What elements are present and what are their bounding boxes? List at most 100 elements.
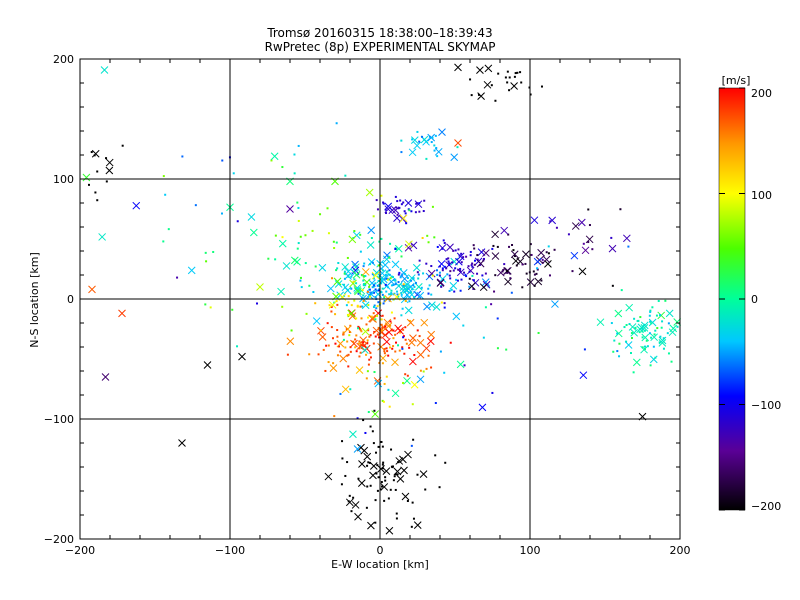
- data-point-dot: [401, 347, 404, 350]
- data-point-dot: [583, 348, 586, 351]
- data-point-cross: [365, 188, 374, 197]
- data-point-dot: [506, 81, 509, 84]
- data-point-dot: [359, 328, 362, 331]
- data-point-dot: [332, 362, 335, 365]
- data-point-dot: [524, 262, 527, 265]
- data-point-dot: [336, 354, 339, 357]
- data-point-dot: [410, 444, 413, 447]
- data-point-dot: [297, 242, 300, 245]
- data-point-dot: [297, 219, 300, 222]
- data-point-dot: [267, 257, 270, 260]
- data-point-dot: [363, 262, 366, 265]
- data-point-dot: [382, 201, 385, 204]
- data-point-dot: [496, 245, 499, 248]
- data-point-cross: [446, 243, 454, 252]
- data-point-dot: [405, 342, 408, 345]
- data-point-dot: [362, 300, 365, 303]
- data-point-dot: [373, 371, 376, 374]
- data-point-cross: [632, 358, 641, 367]
- data-point-dot: [416, 473, 419, 476]
- data-point-cross: [351, 266, 360, 275]
- data-point-cross: [374, 379, 383, 388]
- data-point-dot: [490, 303, 493, 306]
- data-point-dot: [377, 476, 380, 479]
- data-point-dot: [416, 202, 419, 205]
- data-point-cross: [407, 274, 416, 282]
- data-point-cross: [477, 92, 485, 101]
- data-point-cross: [650, 333, 658, 342]
- data-point-dot: [468, 277, 471, 280]
- data-point-dot: [654, 356, 657, 359]
- data-point-dot: [380, 237, 383, 240]
- data-point-dot: [349, 388, 352, 391]
- data-point-dot: [627, 245, 630, 248]
- data-point-dot: [484, 272, 487, 275]
- data-point-cross: [449, 281, 458, 290]
- data-point-dot: [236, 220, 239, 223]
- data-point-dot: [359, 233, 362, 236]
- data-point-dot: [491, 391, 494, 394]
- y-tick-label-1: −100: [44, 413, 74, 426]
- data-point-cross: [537, 248, 545, 257]
- data-point-cross: [286, 205, 294, 213]
- data-point-dot: [311, 229, 314, 232]
- data-point-cross: [456, 360, 465, 369]
- data-point-dot: [274, 234, 277, 237]
- data-point-dot: [440, 285, 443, 288]
- data-point-dot: [442, 239, 445, 242]
- data-point-dot: [676, 325, 679, 328]
- data-point-dot: [384, 479, 387, 482]
- data-point-dot: [396, 290, 399, 293]
- data-point-cross: [385, 328, 393, 337]
- data-point-dot: [497, 72, 500, 75]
- data-point-cross: [349, 430, 357, 439]
- data-point-dot: [394, 283, 397, 286]
- chart-title: Tromsø 20160315 18:38:00–18:39:43: [266, 26, 492, 40]
- data-point-dot: [362, 265, 365, 268]
- data-point-dot: [587, 241, 590, 244]
- data-point-dot: [347, 275, 350, 278]
- data-point-dot: [484, 306, 487, 309]
- data-point-dot: [451, 261, 454, 264]
- data-point-dot: [536, 267, 539, 270]
- data-point-dot: [655, 314, 658, 317]
- data-point-dot: [387, 497, 390, 500]
- data-point-dot: [382, 461, 385, 464]
- data-point-cross: [350, 339, 358, 348]
- data-point-cross: [105, 158, 114, 167]
- data-point-dot: [448, 289, 451, 292]
- data-point-dot: [383, 499, 386, 502]
- data-point-dot: [339, 350, 342, 353]
- data-point-dot: [297, 144, 300, 147]
- data-point-cross: [438, 128, 446, 137]
- data-point-dot: [236, 345, 239, 348]
- data-point-dot: [662, 347, 665, 350]
- data-point-cross: [414, 200, 423, 209]
- data-point-cross: [482, 249, 490, 257]
- data-point-dot: [610, 236, 613, 239]
- data-point-cross: [404, 199, 413, 207]
- data-point-dot: [616, 332, 619, 335]
- data-point-cross: [422, 137, 430, 146]
- data-point-cross: [432, 303, 441, 311]
- data-point-dot: [364, 284, 367, 287]
- data-point-dot: [367, 363, 370, 366]
- data-point-dot: [412, 284, 415, 287]
- data-point-dot: [336, 329, 339, 332]
- data-point-dot: [404, 212, 407, 215]
- data-point-dot: [96, 170, 99, 173]
- data-point-cross: [419, 470, 428, 478]
- data-point-dot: [353, 230, 356, 233]
- data-point-dot: [463, 364, 466, 367]
- data-point-cross: [270, 152, 279, 161]
- data-point-dot: [194, 204, 197, 207]
- data-point-cross: [491, 230, 499, 239]
- data-point-dot: [270, 159, 273, 162]
- data-point-dot: [388, 269, 391, 272]
- data-point-dot: [410, 279, 413, 282]
- data-point-dot: [330, 326, 333, 329]
- data-point-cross: [608, 244, 617, 253]
- data-point-dot: [325, 344, 328, 347]
- data-point-dot: [431, 136, 434, 139]
- data-point-dot: [408, 346, 411, 349]
